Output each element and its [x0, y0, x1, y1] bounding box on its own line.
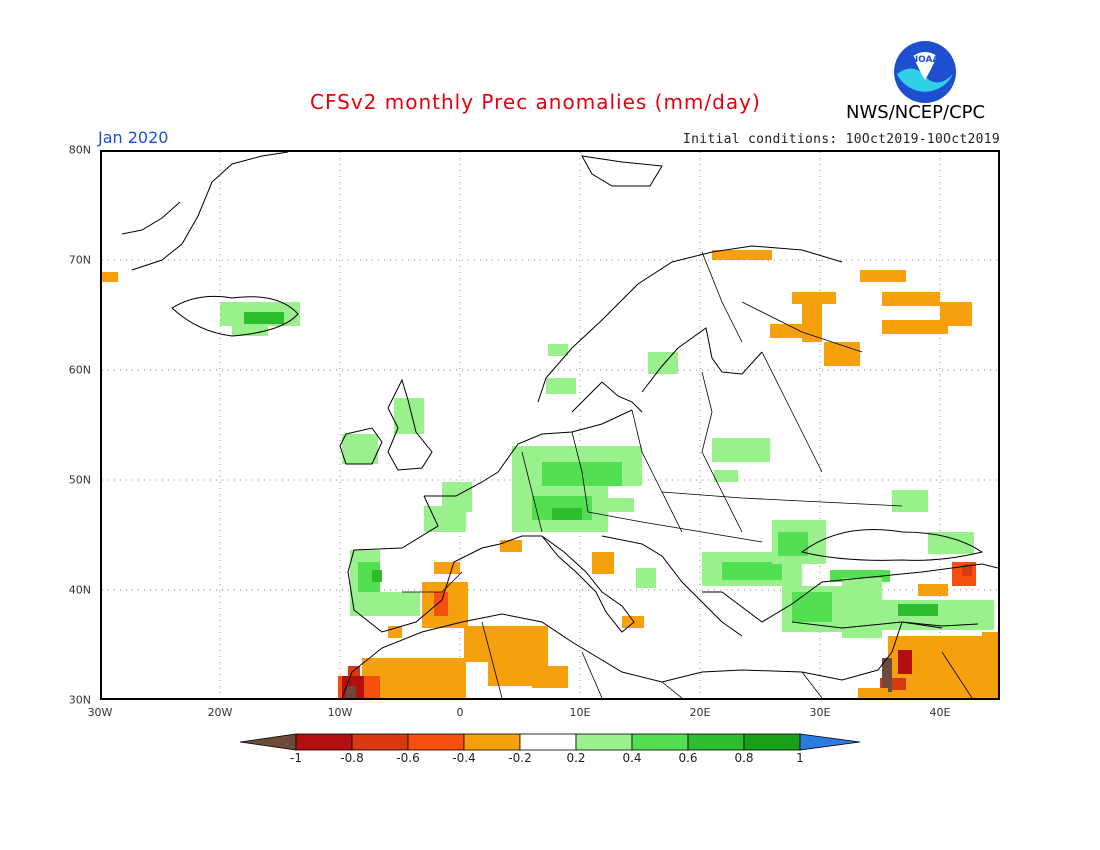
colorbar-bin	[519, 733, 577, 751]
colorbar-tick: 1	[796, 751, 804, 765]
map-title: CFSv2 monthly Prec anomalies (mm/day)	[310, 90, 761, 114]
lat-label: 40N	[68, 583, 91, 597]
coastlines	[121, 152, 998, 698]
colorbar-tick: -1	[290, 751, 302, 765]
lon-label: 10W	[327, 706, 353, 719]
colorbar-bin	[351, 733, 409, 751]
colorbar-tick: -0.4	[452, 751, 476, 765]
colorbar-tick: -0.8	[340, 751, 364, 765]
colorbar-tick: -0.6	[396, 751, 420, 765]
lon-label: 10E	[569, 706, 591, 719]
month-label: Jan 2020	[98, 128, 169, 147]
colorbar-bin	[407, 733, 465, 751]
initial-conditions: Initial conditions: 10Oct2019-10Oct2019	[683, 132, 1000, 147]
logo-text: NOAA	[911, 55, 940, 65]
colorbar-bin	[575, 733, 633, 751]
colorbar-bin	[631, 733, 689, 751]
colorbar-bin	[687, 733, 745, 751]
lat-label: 80N	[68, 143, 91, 157]
colorbar-bin	[463, 733, 521, 751]
lat-label: 60N	[68, 363, 91, 377]
colorbar-tick: 0.4	[622, 751, 642, 765]
lon-label: 30W	[87, 706, 113, 719]
lon-label: 0	[456, 706, 464, 719]
lon-label: 20W	[207, 706, 233, 719]
borders	[402, 251, 973, 698]
colorbar-tick: 0.6	[678, 751, 698, 765]
lon-label: 20E	[689, 706, 711, 719]
agency-label: NWS/NCEP/CPC	[846, 102, 986, 123]
map-panel	[100, 150, 1000, 700]
colorbar-below-arrow	[240, 733, 297, 751]
colorbar-tick: 0.2	[566, 751, 586, 765]
map-canvas	[102, 152, 998, 698]
noaa-logo: NOAA	[894, 41, 956, 103]
lat-label: 50N	[68, 473, 91, 487]
colorbar-tick: -0.2	[508, 751, 532, 765]
colorbar-bin	[743, 733, 801, 751]
colorbar-above-arrow	[799, 733, 861, 751]
wet-anomaly-cells	[220, 302, 994, 638]
lat-label: 30N	[68, 693, 91, 707]
lon-label: 30E	[809, 706, 831, 719]
lat-label: 70N	[68, 253, 91, 267]
colorbar	[240, 733, 861, 751]
colorbar-tick: 0.8	[734, 751, 754, 765]
graticule	[102, 152, 998, 698]
colorbar-bin	[295, 733, 353, 751]
lon-label: 40E	[929, 706, 951, 719]
